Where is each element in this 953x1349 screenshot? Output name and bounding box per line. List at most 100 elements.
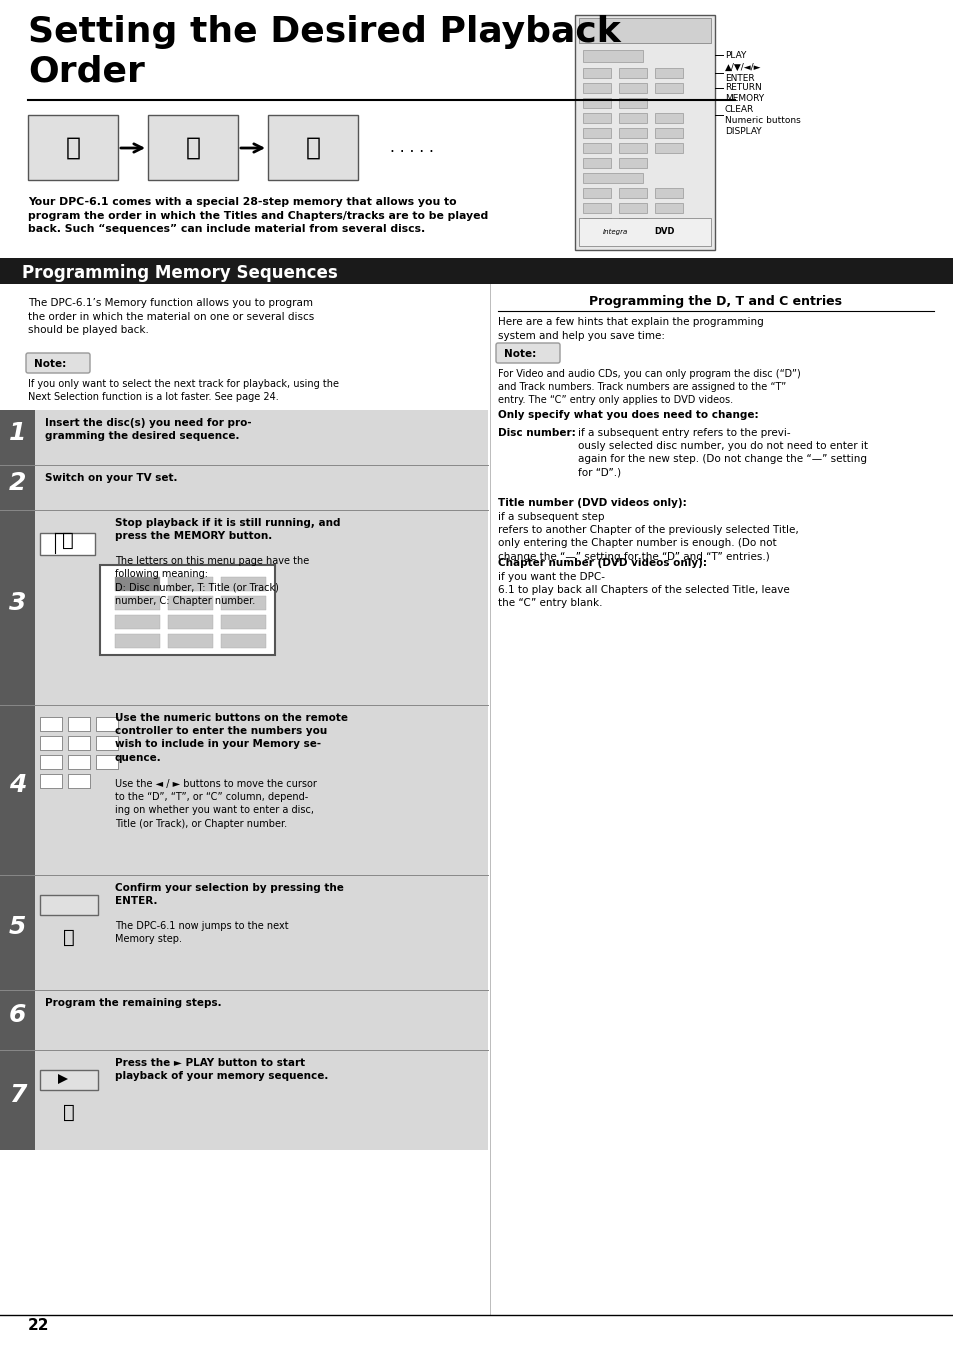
Bar bbox=[115, 596, 160, 610]
Text: Switch on your TV set.: Switch on your TV set. bbox=[45, 473, 177, 483]
Bar bbox=[582, 50, 642, 62]
Bar bbox=[168, 634, 213, 648]
Text: Insert the disc(s) you need for pro-
gramming the desired sequence.: Insert the disc(s) you need for pro- gra… bbox=[45, 418, 252, 441]
Bar bbox=[148, 115, 237, 179]
Bar bbox=[68, 737, 90, 750]
Bar bbox=[221, 634, 266, 648]
Bar bbox=[582, 84, 610, 93]
Bar bbox=[655, 128, 682, 138]
Bar bbox=[578, 219, 710, 246]
Text: ▲/▼/◄/►
ENTER: ▲/▼/◄/► ENTER bbox=[724, 63, 760, 84]
Text: Here are a few hints that explain the programming
system and help you save time:: Here are a few hints that explain the pr… bbox=[497, 317, 763, 340]
Bar bbox=[0, 465, 35, 510]
Text: For Video and audio CDs, you can only program the disc (“D”)
and Track numbers. : For Video and audio CDs, you can only pr… bbox=[497, 370, 800, 406]
Text: Press the ► PLAY button to start
playback of your memory sequence.: Press the ► PLAY button to start playbac… bbox=[115, 1058, 328, 1081]
Bar bbox=[40, 718, 62, 731]
Text: ⛰: ⛰ bbox=[305, 136, 320, 161]
Text: Chapter number (DVD videos only):: Chapter number (DVD videos only): bbox=[497, 558, 706, 568]
Bar bbox=[0, 990, 488, 1050]
Bar bbox=[96, 737, 118, 750]
Text: 2: 2 bbox=[9, 471, 26, 495]
Text: The DPC-6.1’s Memory function allows you to program
the order in which the mater: The DPC-6.1’s Memory function allows you… bbox=[28, 298, 314, 335]
Bar bbox=[115, 634, 160, 648]
Polygon shape bbox=[0, 979, 35, 990]
Polygon shape bbox=[0, 455, 35, 465]
Polygon shape bbox=[0, 1140, 35, 1149]
Text: Note:: Note: bbox=[503, 349, 536, 359]
Bar bbox=[40, 533, 95, 554]
Bar bbox=[618, 98, 646, 108]
Bar bbox=[582, 67, 610, 78]
Text: RETURN: RETURN bbox=[724, 84, 760, 93]
Bar bbox=[0, 258, 953, 285]
Bar bbox=[0, 706, 488, 876]
Bar bbox=[655, 202, 682, 213]
Bar bbox=[168, 615, 213, 629]
Text: The DPC-6.1 now jumps to the next
Memory step.: The DPC-6.1 now jumps to the next Memory… bbox=[115, 921, 289, 944]
Bar bbox=[582, 219, 610, 228]
Bar bbox=[0, 876, 488, 990]
Text: 5: 5 bbox=[9, 916, 26, 939]
Bar bbox=[168, 596, 213, 610]
Bar bbox=[618, 202, 646, 213]
Bar bbox=[115, 577, 160, 591]
Bar bbox=[618, 67, 646, 78]
Text: 7: 7 bbox=[9, 1083, 26, 1108]
Bar bbox=[582, 143, 610, 152]
Bar bbox=[655, 84, 682, 93]
Bar bbox=[618, 128, 646, 138]
Bar bbox=[582, 128, 610, 138]
Bar bbox=[618, 219, 646, 228]
Text: Programming the D, T and C entries: Programming the D, T and C entries bbox=[589, 295, 841, 308]
Bar bbox=[0, 410, 488, 465]
Text: if a subsequent entry refers to the previ-
ously selected disc number, you do no: if a subsequent entry refers to the prev… bbox=[578, 428, 867, 478]
Text: Only specify what you does need to change:: Only specify what you does need to chang… bbox=[497, 410, 758, 420]
Polygon shape bbox=[0, 865, 35, 876]
Bar bbox=[655, 67, 682, 78]
Text: if you want the DPC-
6.1 to play back all Chapters of the selected Title, leave
: if you want the DPC- 6.1 to play back al… bbox=[497, 572, 789, 608]
FancyBboxPatch shape bbox=[26, 353, 90, 374]
Text: Disc number:: Disc number: bbox=[497, 428, 576, 438]
Bar bbox=[0, 990, 35, 1050]
Text: Programming Memory Sequences: Programming Memory Sequences bbox=[22, 264, 337, 282]
Text: 4: 4 bbox=[9, 773, 26, 797]
Bar bbox=[582, 202, 610, 213]
Text: Note:: Note: bbox=[34, 359, 66, 370]
Text: 22: 22 bbox=[28, 1318, 50, 1333]
Text: 🏙: 🏙 bbox=[185, 136, 200, 161]
Bar bbox=[618, 113, 646, 123]
Text: Program the remaining steps.: Program the remaining steps. bbox=[45, 998, 221, 1008]
Polygon shape bbox=[0, 500, 35, 510]
Bar bbox=[0, 510, 35, 706]
Text: Stop playback if it is still running, and
press the MEMORY button.: Stop playback if it is still running, an… bbox=[115, 518, 340, 541]
Bar bbox=[0, 510, 488, 706]
Bar bbox=[40, 894, 98, 915]
Text: if a subsequent step
refers to another Chapter of the previously selected Title,: if a subsequent step refers to another C… bbox=[497, 513, 798, 561]
Text: 6: 6 bbox=[9, 1004, 26, 1027]
Bar bbox=[0, 1050, 488, 1149]
Bar bbox=[221, 615, 266, 629]
Bar bbox=[40, 774, 62, 788]
Bar bbox=[96, 718, 118, 731]
Bar bbox=[40, 755, 62, 769]
Bar bbox=[68, 718, 90, 731]
Text: 1: 1 bbox=[9, 421, 26, 445]
Bar bbox=[0, 465, 488, 510]
Bar bbox=[221, 577, 266, 591]
Bar bbox=[68, 774, 90, 788]
Bar bbox=[221, 596, 266, 610]
Bar bbox=[40, 737, 62, 750]
Text: 👆: 👆 bbox=[63, 928, 74, 947]
Text: 👆: 👆 bbox=[63, 1102, 74, 1121]
Text: MEMORY
CLEAR
Numeric buttons
DISPLAY: MEMORY CLEAR Numeric buttons DISPLAY bbox=[724, 94, 800, 136]
Bar bbox=[582, 158, 610, 169]
Bar bbox=[655, 188, 682, 198]
Text: Setting the Desired Playback: Setting the Desired Playback bbox=[28, 15, 620, 49]
Bar bbox=[618, 188, 646, 198]
Bar bbox=[618, 143, 646, 152]
Bar bbox=[268, 115, 357, 179]
Bar bbox=[655, 143, 682, 152]
Bar bbox=[578, 18, 710, 43]
Bar bbox=[655, 113, 682, 123]
Bar bbox=[582, 173, 642, 183]
